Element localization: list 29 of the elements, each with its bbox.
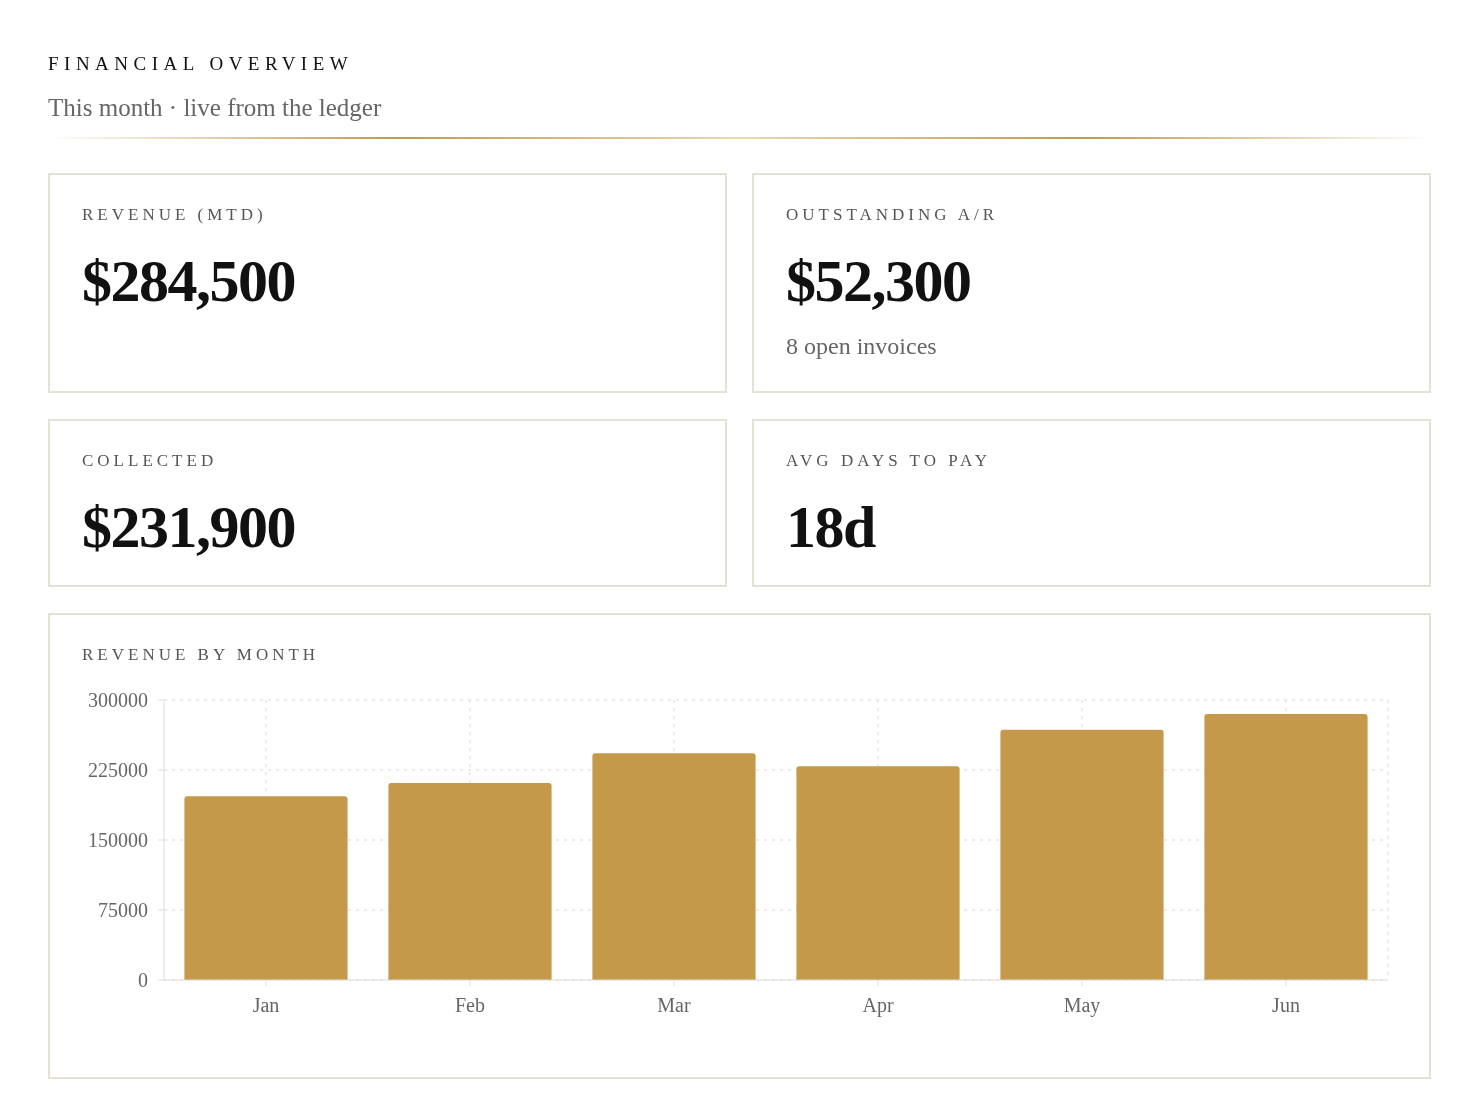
- y-tick-label: 300000: [88, 689, 148, 711]
- chart-title: REVENUE BY MONTH: [82, 645, 320, 664]
- text: COLLECTED: [82, 451, 218, 470]
- text: $52,300: [786, 248, 971, 314]
- text: $284,500: [82, 248, 295, 314]
- bar: [796, 766, 960, 980]
- x-tick-label: May: [1063, 994, 1101, 1017]
- x-tick-label: Feb: [455, 994, 485, 1016]
- bar: [184, 796, 348, 980]
- text: This month · live from the ledger: [48, 94, 382, 121]
- y-tick-label: 225000: [88, 759, 148, 781]
- y-tick-label: 75000: [98, 899, 148, 921]
- x-tick-label: Jun: [1272, 994, 1300, 1016]
- text: REVENUE (MTD): [82, 205, 267, 224]
- text: AVG DAYS TO PAY: [786, 451, 992, 470]
- x-tick-label: Apr: [862, 994, 894, 1017]
- bar: [1000, 729, 1164, 980]
- text: 8 open invoices: [786, 333, 937, 359]
- bar: [592, 753, 756, 980]
- bar: [1204, 714, 1368, 980]
- y-tick-label: 0: [138, 969, 148, 991]
- text: FINANCIAL OVERVIEW: [48, 53, 354, 74]
- text: OUTSTANDING A/R: [786, 205, 999, 224]
- bar: [388, 783, 552, 980]
- x-tick-label: Jan: [252, 994, 280, 1016]
- y-tick-label: 150000: [88, 829, 148, 851]
- text: 18d: [786, 494, 876, 560]
- x-tick-label: Mar: [657, 994, 691, 1016]
- text: $231,900: [82, 494, 295, 560]
